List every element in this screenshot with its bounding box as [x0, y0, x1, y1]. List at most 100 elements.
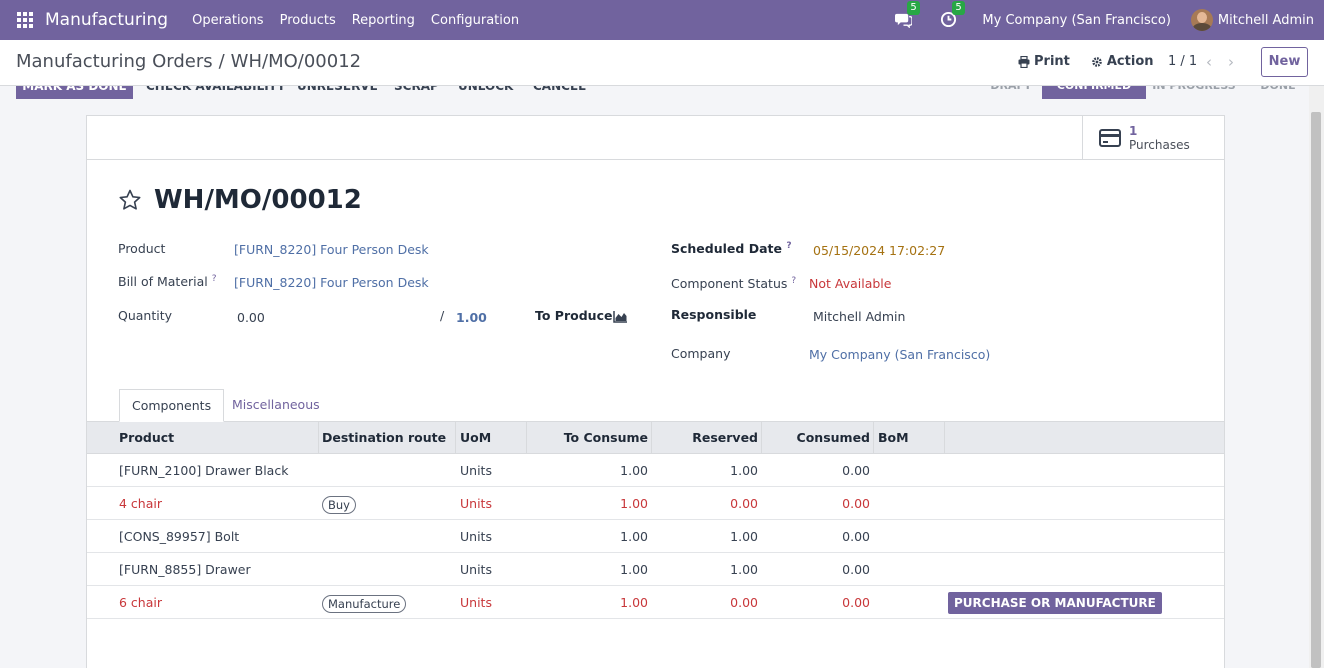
scheduled-date-label: Scheduled Date ? [671, 241, 792, 256]
print-button[interactable]: Print [1018, 54, 1070, 69]
bom-help-icon[interactable]: ? [211, 274, 217, 284]
menu-operations[interactable]: Operations [192, 12, 264, 28]
purchase-or-manufacture-button[interactable]: PURCHASE OR MANUFACTURE [948, 592, 1162, 614]
column-divider [526, 422, 527, 454]
stage-done[interactable]: DONE [1250, 86, 1306, 99]
favorite-star-icon[interactable] [118, 188, 142, 212]
responsible-label: Responsible [671, 307, 757, 322]
row-reserved: 1.00 [730, 529, 758, 544]
stage-in-progress[interactable]: IN PROGRESS [1146, 86, 1242, 99]
row-to-consume: 1.00 [620, 562, 648, 577]
apps-menu-icon[interactable] [17, 12, 33, 28]
breadcrumb-parent[interactable]: Manufacturing Orders [16, 51, 213, 72]
tab-components[interactable]: Components [119, 389, 225, 422]
bom-field[interactable]: [FURN_8220] Four Person Desk [234, 275, 429, 290]
activities-count-badge: 5 [952, 1, 965, 15]
print-label: Print [1034, 54, 1070, 69]
credit-card-icon [1099, 129, 1121, 147]
component-status-label: Component Status ? [671, 276, 796, 291]
company-field[interactable]: My Company (San Francisco) [809, 347, 991, 362]
row-uom: Units [460, 562, 492, 577]
area-chart-icon[interactable] [613, 310, 628, 323]
user-avatar[interactable] [1190, 9, 1213, 31]
mark-as-done-button[interactable]: MARK AS DONE [16, 86, 133, 99]
to-produce-label: To Produce [535, 308, 613, 323]
row-consumed: 0.00 [842, 496, 870, 511]
new-button[interactable]: New [1261, 47, 1308, 77]
column-divider [873, 422, 874, 454]
row-product: 6 chair [119, 595, 162, 610]
tab-miscellaneous[interactable]: Miscellaneous [232, 397, 320, 412]
table-row[interactable]: 6 chair Manufacture Units 1.00 0.00 0.00… [87, 586, 1224, 619]
scrap-button[interactable]: SCRAP [394, 86, 439, 93]
column-bom[interactable]: BoM [878, 430, 909, 445]
messages-button[interactable]: 5 [895, 1, 920, 29]
product-field[interactable]: [FURN_8220] Four Person Desk [234, 242, 429, 257]
cancel-button[interactable]: CANCEL [533, 86, 586, 93]
form-sheet: 1 Purchases WH/MO/00012 Product [FURN_82… [86, 115, 1225, 668]
scheduled-date-help-icon[interactable]: ? [786, 241, 792, 251]
component-status-help-icon[interactable]: ? [791, 276, 797, 286]
column-product[interactable]: Product [119, 430, 175, 445]
quantity-produced-field[interactable]: 0.00 [237, 310, 265, 325]
row-uom: Units [460, 595, 492, 610]
company-label: Company [671, 346, 731, 361]
row-to-consume: 1.00 [620, 595, 648, 610]
scrollbar-thumb[interactable] [1311, 112, 1321, 668]
tabs-divider [87, 421, 1224, 422]
menu-products[interactable]: Products [279, 12, 336, 28]
check-availability-button[interactable]: CHECK AVAILABILITY [146, 86, 286, 93]
column-reserved[interactable]: Reserved [692, 430, 758, 445]
row-product: [FURN_2100] Drawer Black [119, 463, 289, 478]
component-status-value: Not Available [809, 276, 892, 291]
breadcrumb-separator: / [218, 51, 225, 72]
menu-configuration[interactable]: Configuration [430, 12, 520, 28]
row-reserved: 0.00 [730, 595, 758, 610]
responsible-field[interactable]: Mitchell Admin [813, 309, 906, 324]
row-uom: Units [460, 463, 492, 478]
row-consumed: 0.00 [842, 562, 870, 577]
table-row[interactable]: 4 chair Buy Units 1.00 0.00 0.00 [87, 487, 1224, 520]
user-menu[interactable]: Mitchell Admin [1217, 12, 1314, 28]
app-brand[interactable]: Manufacturing [45, 10, 169, 30]
column-divider [651, 422, 652, 454]
stage-confirmed[interactable]: CONFIRMED [1042, 86, 1146, 99]
purchases-smart-button[interactable]: 1 Purchases [1082, 116, 1224, 159]
menu-reporting[interactable]: Reporting [351, 12, 415, 28]
column-consumed[interactable]: Consumed [796, 430, 870, 445]
row-reserved: 1.00 [730, 463, 758, 478]
table-row[interactable]: [FURN_2100] Drawer Black Units 1.00 1.00… [87, 454, 1224, 487]
table-row[interactable]: [FURN_8855] Drawer Units 1.00 1.00 0.00 [87, 553, 1224, 586]
breadcrumb-current: WH/MO/00012 [230, 51, 362, 72]
record-title: WH/MO/00012 [154, 185, 362, 215]
row-product: 4 chair [119, 496, 162, 511]
print-icon [1018, 55, 1030, 68]
column-uom[interactable]: UoM [460, 430, 492, 445]
status-bar: MARK AS DONE CHECK AVAILABILITY UNRESERV… [0, 86, 1324, 100]
column-to-consume[interactable]: To Consume [563, 430, 648, 445]
row-route-cell: Buy [322, 487, 356, 520]
row-uom: Units [460, 529, 492, 544]
pager-previous-icon[interactable]: ‹ [1206, 53, 1212, 71]
company-switcher[interactable]: My Company (San Francisco) [982, 12, 1171, 28]
action-button[interactable]: Action [1091, 54, 1154, 69]
messages-count-badge: 5 [907, 1, 920, 15]
activities-button[interactable]: 5 [940, 1, 965, 29]
unlock-button[interactable]: UNLOCK [458, 86, 514, 93]
gear-icon [1092, 56, 1102, 67]
stage-draft[interactable]: DRAFT [980, 86, 1042, 99]
pager-next-icon[interactable]: › [1228, 53, 1234, 71]
column-divider [318, 422, 319, 454]
pager-value[interactable]: 1 / 1 [1168, 54, 1198, 69]
bom-label-text: Bill of Material [118, 274, 208, 290]
top-navbar: Manufacturing Operations Products Report… [0, 0, 1324, 40]
quantity-separator: / [440, 308, 445, 323]
table-row[interactable]: [CONS_89957] Bolt Units 1.00 1.00 0.00 [87, 520, 1224, 553]
row-reserved: 0.00 [730, 496, 758, 511]
row-product: [FURN_8855] Drawer [119, 562, 251, 577]
quantity-total-field[interactable]: 1.00 [456, 310, 487, 325]
purchases-label: Purchases [1129, 138, 1190, 152]
column-destination-route[interactable]: Destination route [322, 430, 447, 445]
scheduled-date-field[interactable]: 05/15/2024 17:02:27 [813, 243, 946, 258]
unreserve-button[interactable]: UNRESERVE [297, 86, 378, 93]
